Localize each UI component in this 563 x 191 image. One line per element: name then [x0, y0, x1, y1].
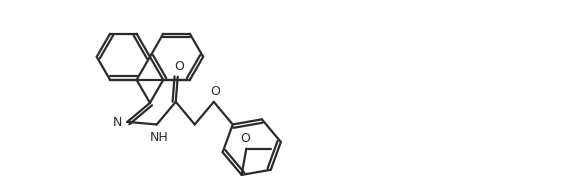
Text: O: O [240, 132, 250, 145]
Text: O: O [210, 85, 220, 98]
Text: N: N [113, 116, 122, 129]
Text: NH: NH [149, 131, 168, 144]
Text: O: O [174, 60, 184, 73]
